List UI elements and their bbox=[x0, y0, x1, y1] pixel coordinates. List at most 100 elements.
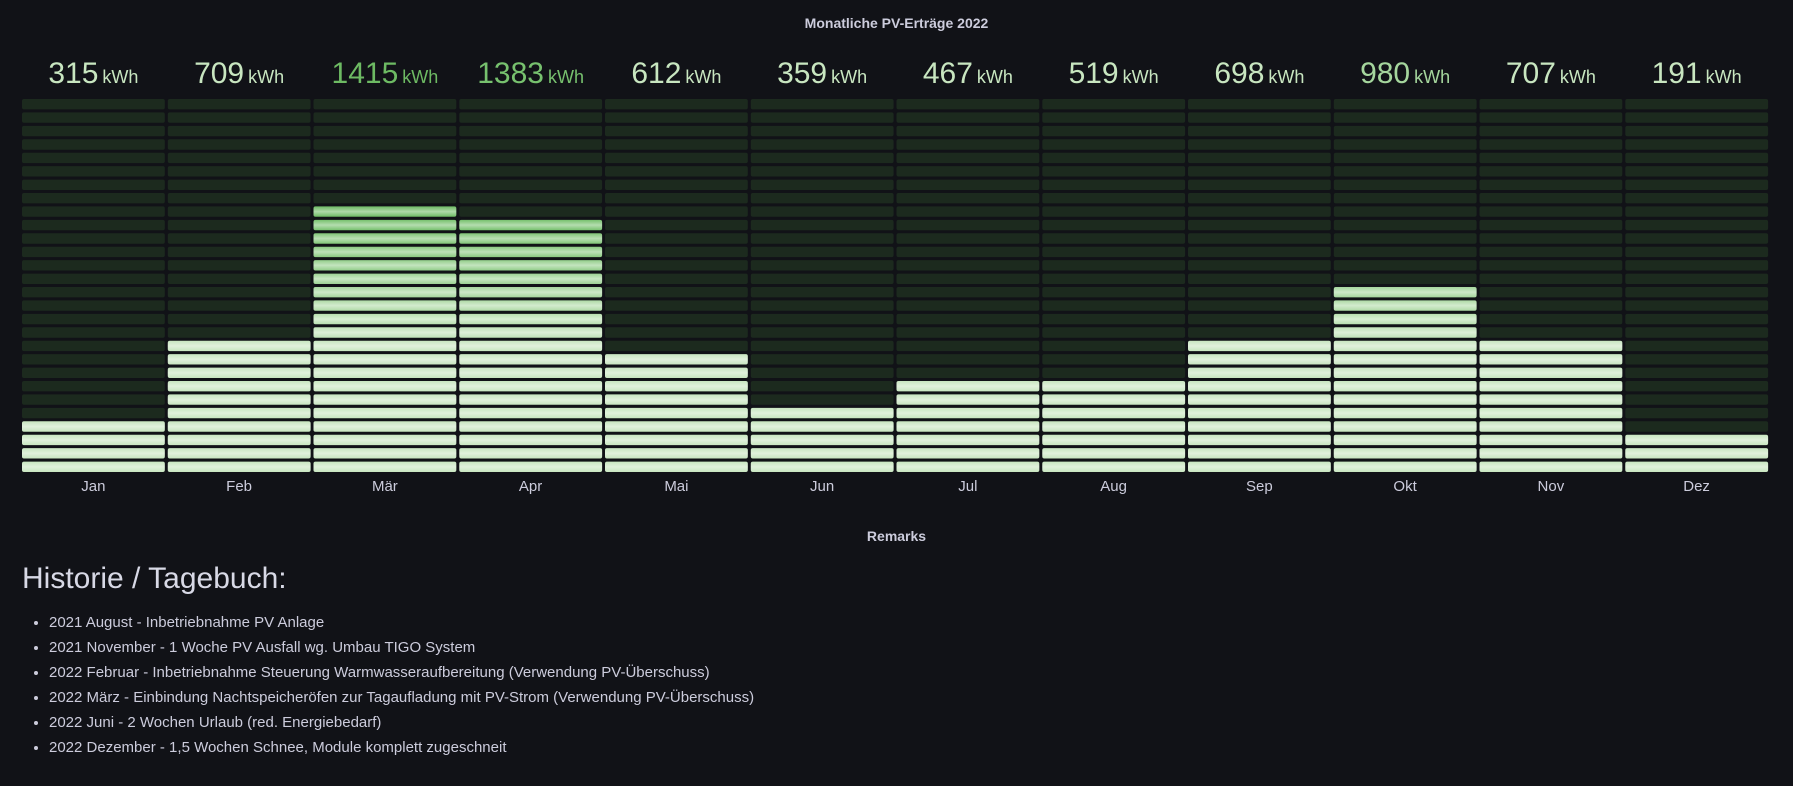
bar-segment-empty bbox=[1333, 152, 1477, 164]
bar-column bbox=[605, 99, 748, 472]
bar-segment-glow bbox=[1479, 421, 1623, 432]
bar-segment-glow bbox=[1188, 394, 1331, 405]
bar-segment-empty bbox=[459, 206, 603, 217]
bar-segment-empty bbox=[1479, 273, 1623, 284]
bar-segment-empty bbox=[167, 179, 311, 190]
bar-segment-glow bbox=[313, 354, 457, 365]
bar-segment-empty bbox=[1333, 112, 1477, 123]
bar-column bbox=[750, 99, 894, 472]
bar-segment-empty bbox=[896, 313, 1040, 325]
bar-segment-empty bbox=[22, 179, 165, 190]
bar-segment-empty bbox=[1188, 112, 1331, 123]
bar-segment-empty bbox=[313, 166, 457, 177]
bar-segment-empty bbox=[1188, 246, 1331, 258]
bar-segment-empty bbox=[459, 152, 603, 164]
bar-segment-glow bbox=[1333, 381, 1477, 392]
bar-segment-glow bbox=[313, 219, 457, 231]
bar-segment-empty bbox=[750, 394, 894, 405]
bar-segment-empty bbox=[1042, 112, 1186, 123]
bar-segment-empty bbox=[1479, 287, 1623, 298]
bar-segment-empty bbox=[1479, 219, 1623, 231]
bar-segment-empty bbox=[22, 233, 165, 244]
bar-segment-empty bbox=[605, 179, 748, 190]
bar-segment-glow bbox=[605, 448, 748, 459]
bar-segment-empty bbox=[1188, 166, 1331, 177]
bar-segment-empty bbox=[896, 206, 1040, 217]
bar-segment-glow bbox=[605, 394, 748, 405]
bar-segment-empty bbox=[1625, 246, 1769, 258]
category-label: Aug bbox=[1100, 478, 1127, 495]
bar-segment-empty bbox=[896, 233, 1040, 244]
bar-segment-glow bbox=[605, 354, 748, 365]
bar-segment-glow bbox=[605, 367, 748, 378]
bar-segment-glow bbox=[1333, 407, 1477, 419]
category-label: Sep bbox=[1246, 478, 1273, 495]
bar-segment-empty bbox=[896, 300, 1040, 311]
bar-column bbox=[313, 99, 457, 472]
bar-segment-empty bbox=[1333, 273, 1477, 284]
bar-segment-glow bbox=[1333, 327, 1477, 338]
bar-segment-glow bbox=[1479, 461, 1623, 472]
bar-segment-glow bbox=[1479, 434, 1623, 446]
bar-segment-empty bbox=[605, 112, 748, 123]
bar-segment-empty bbox=[1625, 381, 1769, 392]
bar-segment-glow bbox=[1479, 354, 1623, 365]
bar-segment-glow bbox=[1042, 461, 1186, 472]
bar-segment-glow bbox=[1188, 448, 1331, 459]
bar-segment-glow bbox=[459, 246, 603, 258]
bar-segment-empty bbox=[167, 219, 311, 231]
bar-segment-glow bbox=[22, 461, 165, 472]
bar-segment-empty bbox=[896, 193, 1040, 204]
bar-segment-empty bbox=[1479, 179, 1623, 190]
bar-segment-glow bbox=[1333, 434, 1477, 446]
bar-segment-empty bbox=[1188, 287, 1331, 298]
bar-segment-empty bbox=[1042, 287, 1186, 298]
bar-segment-glow bbox=[1042, 407, 1186, 419]
bar-segment-empty bbox=[1479, 260, 1623, 271]
bar-segment-empty bbox=[167, 300, 311, 311]
bar-segment-empty bbox=[22, 287, 165, 298]
bar-column bbox=[22, 99, 165, 472]
bar-segment-empty bbox=[1625, 112, 1769, 123]
bar-segment-empty bbox=[167, 246, 311, 258]
category-label: Jan bbox=[81, 478, 105, 495]
bar-segment-glow bbox=[1333, 394, 1477, 405]
bar-segment-empty bbox=[1188, 206, 1331, 217]
bar-segment-glow bbox=[1188, 354, 1331, 365]
bar-segment-empty bbox=[1625, 99, 1769, 110]
bar-segment-empty bbox=[22, 327, 165, 338]
bar-segment-glow bbox=[896, 394, 1040, 405]
bar-segment-glow bbox=[313, 340, 457, 352]
bar-segment-empty bbox=[1188, 152, 1331, 164]
bar-segment-glow bbox=[313, 461, 457, 472]
bar-value-label: 519 kWh bbox=[1069, 57, 1159, 90]
bar-segment-empty bbox=[167, 260, 311, 271]
bar-segment-empty bbox=[1479, 112, 1623, 123]
bar-segment-empty bbox=[1479, 125, 1623, 137]
bar-segment-empty bbox=[459, 179, 603, 190]
bar-segment-glow bbox=[459, 340, 603, 352]
bar-segment-empty bbox=[605, 273, 748, 284]
bar-segment-glow bbox=[459, 219, 603, 231]
bar-segment-glow bbox=[750, 434, 894, 446]
bar-segment-glow bbox=[313, 381, 457, 392]
bar-segment-empty bbox=[459, 166, 603, 177]
bar-segment-empty bbox=[1333, 166, 1477, 177]
bar-segment-empty bbox=[1479, 313, 1623, 325]
bar-segment-empty bbox=[22, 166, 165, 177]
bar-segment-empty bbox=[896, 152, 1040, 164]
bar-segment-empty bbox=[750, 112, 894, 123]
bar-segment-empty bbox=[459, 139, 603, 150]
bar-segment-glow bbox=[22, 434, 165, 446]
bar-segment-empty bbox=[896, 125, 1040, 137]
category-label: Dez bbox=[1683, 478, 1710, 495]
bar-segment-empty bbox=[22, 407, 165, 419]
bar-segment-empty bbox=[22, 206, 165, 217]
bar-segment-empty bbox=[1042, 313, 1186, 325]
bar-segment-empty bbox=[167, 193, 311, 204]
bar-segment-empty bbox=[896, 273, 1040, 284]
bar-segment-empty bbox=[1479, 193, 1623, 204]
bar-value-label: 315 kWh bbox=[48, 57, 138, 90]
bar-segment-empty bbox=[1188, 273, 1331, 284]
bar-segment-glow bbox=[1042, 448, 1186, 459]
